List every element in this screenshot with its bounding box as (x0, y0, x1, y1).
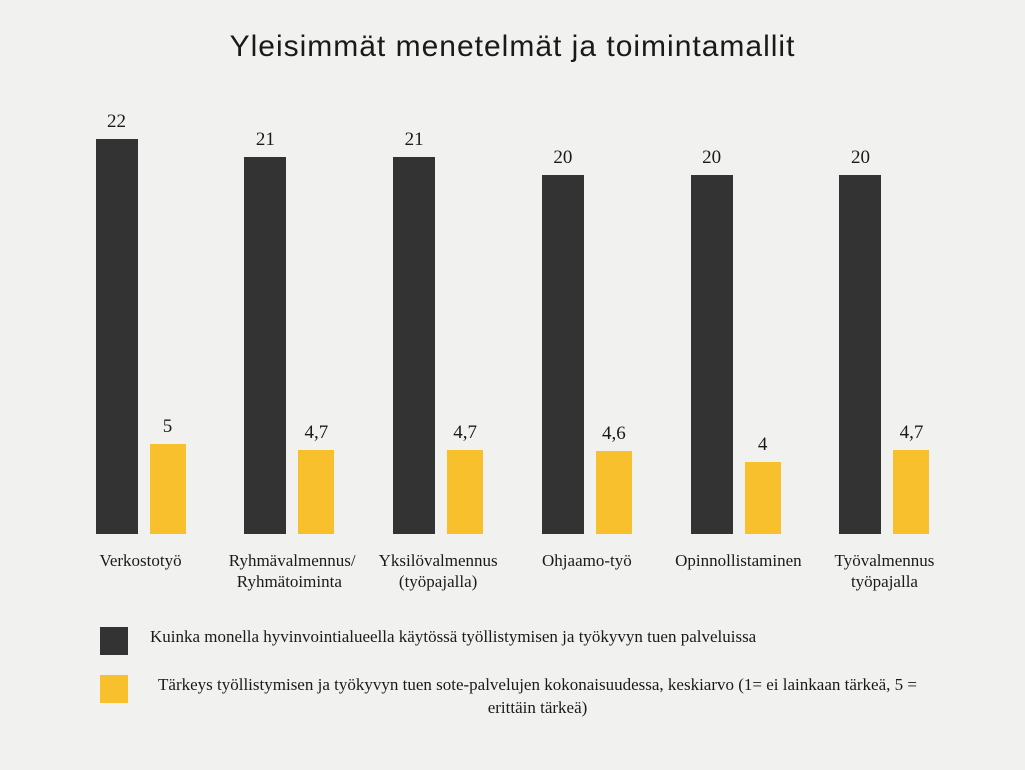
x-axis-label: Työvalmennustyöpajalla (824, 550, 945, 593)
bar-value-label: 5 (163, 416, 173, 438)
bar-value-label: 4 (758, 434, 768, 456)
bar-group: 225 (80, 139, 201, 534)
bar-value-label: 4,7 (453, 422, 477, 444)
bar-group: 214,7 (229, 157, 350, 534)
bar-importance: 5 (150, 444, 186, 534)
bar-importance: 4,7 (447, 450, 483, 534)
bar-value-label: 20 (851, 147, 870, 169)
bar-value-label: 21 (256, 129, 275, 151)
bar-count: 20 (839, 175, 881, 534)
bar-group: 204 (675, 175, 796, 534)
x-axis-label: Opinnollistaminen (675, 550, 796, 593)
bar-count: 20 (542, 175, 584, 534)
bar-rect (96, 139, 138, 534)
bar-rect (596, 451, 632, 534)
plot-area: 225214,7214,7204,6204204,7 (60, 114, 965, 534)
bar-count: 22 (96, 139, 138, 534)
legend-text-count: Kuinka monella hyvinvointialueella käytö… (150, 625, 925, 649)
bar-group: 204,7 (824, 175, 945, 534)
bar-rect (244, 157, 286, 534)
bar-rect (893, 450, 929, 534)
legend-swatch-count (100, 627, 128, 655)
bar-count: 20 (691, 175, 733, 534)
x-axis-label: Yksilövalmennus(työpajalla) (378, 550, 499, 593)
bar-value-label: 20 (702, 147, 721, 169)
bar-importance: 4 (745, 462, 781, 534)
bar-group: 204,6 (526, 175, 647, 534)
x-axis-labels: Verkostotyö Ryhmävalmennus/Ryhmätoiminta Y… (60, 534, 965, 593)
bar-value-label: 21 (405, 129, 424, 151)
bar-group: 214,7 (378, 157, 499, 534)
bar-importance: 4,7 (298, 450, 334, 534)
bar-rect (393, 157, 435, 534)
bar-importance: 4,7 (893, 450, 929, 534)
bar-value-label: 4,6 (602, 423, 626, 445)
bar-rect (839, 175, 881, 534)
bar-rect (542, 175, 584, 534)
bar-value-label: 4,7 (900, 422, 924, 444)
legend-text-importance: Tärkeys työllistymisen ja työkyvyn tuen … (150, 673, 925, 721)
bar-value-label: 4,7 (304, 422, 328, 444)
bar-importance: 4,6 (596, 451, 632, 534)
bar-value-label: 22 (107, 111, 126, 133)
legend-swatch-importance (100, 675, 128, 703)
x-axis-label: Verkostotyö (80, 550, 201, 593)
chart-container: Yleisimmät menetelmät ja toimintamallit … (0, 0, 1025, 770)
bar-count: 21 (244, 157, 286, 534)
legend-item-count: Kuinka monella hyvinvointialueella käytö… (100, 625, 925, 655)
bar-rect (298, 450, 334, 534)
bar-count: 21 (393, 157, 435, 534)
chart-title: Yleisimmät menetelmät ja toimintamallit (60, 30, 965, 64)
bar-rect (150, 444, 186, 534)
bar-value-label: 20 (553, 147, 572, 169)
legend: Kuinka monella hyvinvointialueella käytö… (60, 625, 965, 739)
x-axis-label: Ryhmävalmennus/Ryhmätoiminta (229, 550, 350, 593)
bar-rect (745, 462, 781, 534)
legend-item-importance: Tärkeys työllistymisen ja työkyvyn tuen … (100, 673, 925, 721)
bar-rect (447, 450, 483, 534)
x-axis-label: Ohjaamo-työ (526, 550, 647, 593)
bar-rect (691, 175, 733, 534)
